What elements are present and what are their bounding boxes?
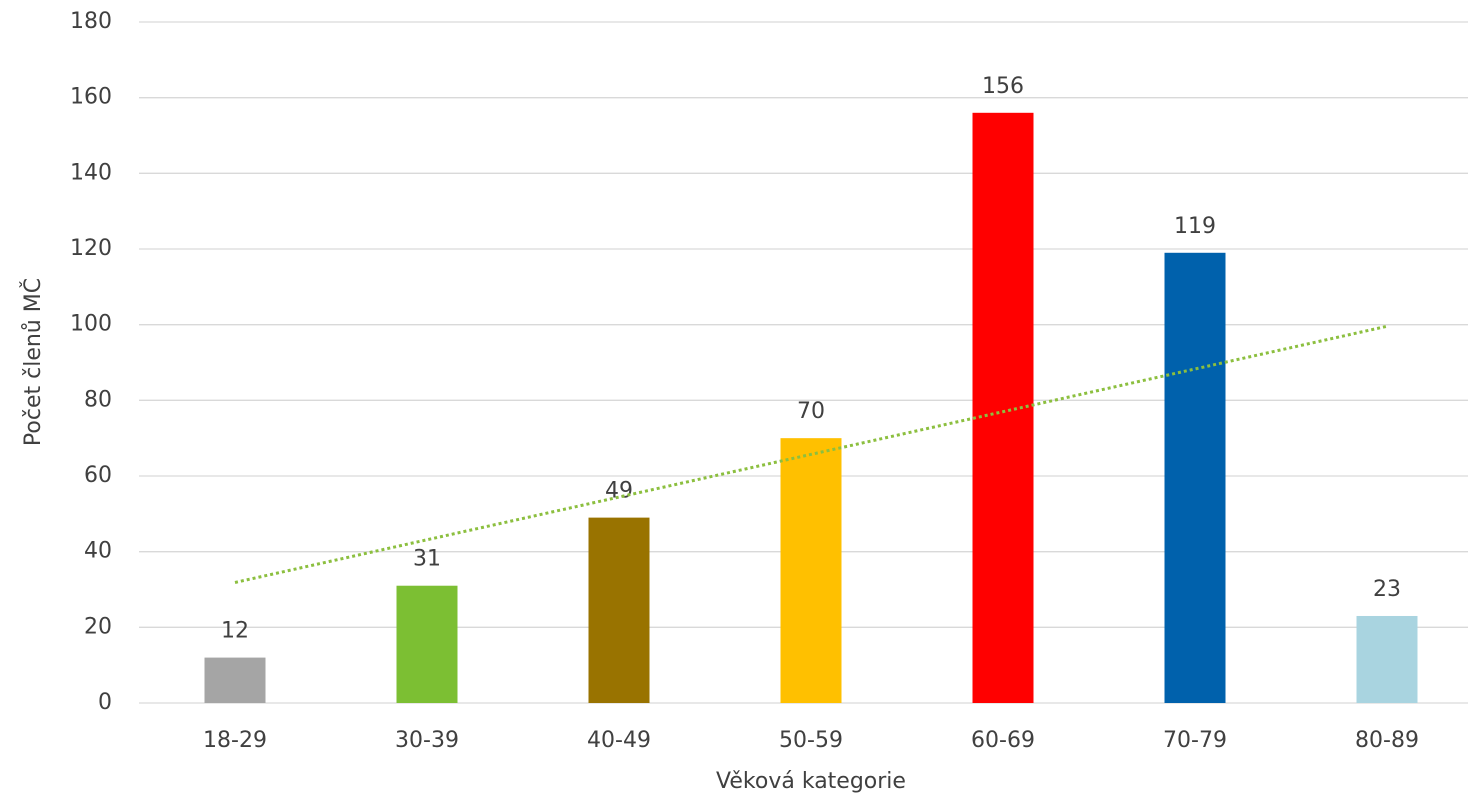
y-tick-label: 0: [98, 690, 112, 715]
y-tick-label: 140: [70, 160, 112, 185]
bar: [588, 517, 650, 703]
x-tick-label: 80-89: [1355, 728, 1419, 753]
data-label: 12: [221, 619, 249, 644]
y-tick-label: 100: [70, 312, 112, 337]
data-label: 119: [1174, 214, 1216, 239]
bar: [972, 112, 1034, 704]
y-tick-label: 60: [84, 463, 112, 488]
y-axis-title: Počet členů MČ: [20, 278, 46, 446]
data-label: 31: [413, 547, 441, 572]
y-tick-label: 20: [84, 614, 112, 639]
bar: [1164, 252, 1226, 704]
x-tick-label: 30-39: [395, 728, 459, 753]
x-tick-label: 60-69: [971, 728, 1035, 753]
bar: [1356, 615, 1418, 703]
x-axis-title: Věková kategorie: [716, 769, 906, 794]
y-tick-label: 120: [70, 236, 112, 261]
bar: [780, 438, 842, 703]
x-tick-label: 40-49: [587, 728, 651, 753]
y-tick-label: 160: [70, 85, 112, 110]
data-label: 49: [605, 479, 633, 504]
data-label: 156: [982, 74, 1024, 99]
bar: [204, 657, 266, 703]
x-tick-label: 18-29: [203, 728, 267, 753]
y-tick-label: 80: [84, 387, 112, 412]
data-label: 23: [1373, 577, 1401, 602]
trendline: [234, 324, 1388, 584]
bar: [396, 585, 458, 703]
data-label: 70: [797, 399, 825, 424]
y-tick-label: 180: [70, 9, 112, 34]
y-tick-label: 40: [84, 539, 112, 564]
x-tick-label: 50-59: [779, 728, 843, 753]
x-tick-label: 70-79: [1163, 728, 1227, 753]
